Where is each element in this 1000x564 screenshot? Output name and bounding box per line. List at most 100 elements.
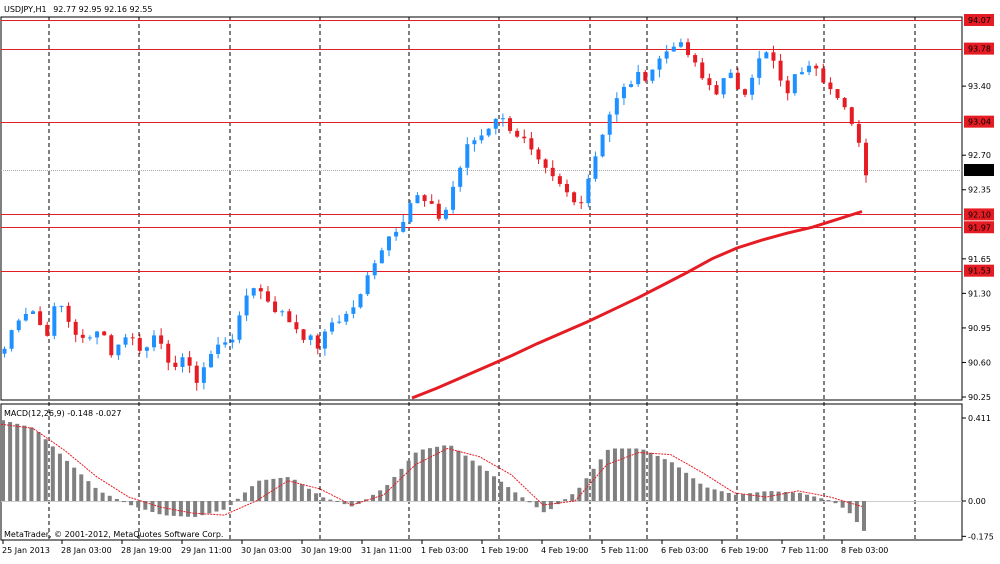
price-tick-label: 91.53 [968, 267, 991, 276]
candle-body [721, 78, 726, 95]
macd-histogram-bar [65, 460, 70, 501]
macd-histogram-bar [676, 467, 681, 501]
candle-body [315, 335, 320, 349]
copyright-text: MetaTrader, © 2001-2012, MetaQuotes Soft… [4, 530, 224, 539]
time-tick-label: 7 Feb 11:00 [781, 546, 828, 555]
candle-body [650, 69, 655, 81]
macd-histogram-bar [684, 472, 689, 501]
macd-signal-line [0, 423, 863, 516]
candle-body [856, 123, 861, 143]
price-tick-label: 92.10 [968, 210, 991, 219]
time-tick-label: 6 Feb 19:00 [721, 546, 768, 555]
candle-body [123, 337, 128, 345]
macd-histogram-bar [1, 420, 5, 501]
candle-body [9, 330, 14, 349]
macd-histogram-bar [812, 496, 817, 501]
macd-histogram-bar [385, 485, 390, 501]
macd-histogram-bar [470, 460, 475, 501]
macd-histogram-bar [826, 500, 831, 502]
candle-body [458, 167, 463, 187]
candle-body [714, 85, 719, 95]
candle-body [700, 62, 705, 79]
macd-histogram-bar [463, 455, 468, 501]
macd-histogram-bar [748, 493, 753, 501]
candle-body [294, 322, 299, 330]
macd-histogram-bar [733, 494, 738, 501]
candle-body [750, 77, 755, 95]
macd-histogram-bar [242, 492, 247, 501]
macd-histogram-bar [15, 423, 20, 501]
candle-body [671, 46, 676, 52]
price-tick-label: 91.65 [968, 255, 991, 264]
candle-body [351, 307, 356, 314]
macd-histogram-bar [833, 501, 838, 504]
time-tick-label: 25 Jan 2013 [2, 546, 50, 555]
level-price-tag [964, 115, 994, 128]
time-tick-label: 28 Jan 03:00 [61, 546, 112, 555]
moving-average-line [411, 210, 863, 400]
candle-body [785, 80, 790, 94]
candle-body [66, 305, 71, 322]
candle-body [187, 357, 192, 366]
candle-body [664, 51, 669, 59]
candle-body [287, 311, 292, 323]
macd-histogram-bar [107, 495, 112, 501]
candle-body [479, 135, 484, 141]
candle-body [693, 55, 698, 63]
candle-body [465, 144, 470, 168]
price-tick-label: 90.25 [968, 393, 991, 402]
macd-histogram-bar [121, 501, 126, 503]
candle-body [550, 167, 555, 177]
price-tick-label: 94.07 [968, 16, 991, 25]
candle-body [144, 347, 149, 351]
candle-body [621, 86, 626, 99]
macd-histogram-bar [641, 449, 646, 501]
candle-body [764, 52, 769, 59]
macd-histogram-bar [520, 497, 525, 501]
macd-histogram-bar [627, 448, 632, 501]
macd-histogram-bar [285, 477, 290, 501]
price-tick-label: 92.35 [968, 186, 991, 195]
macd-histogram-bar [605, 449, 610, 501]
macd-histogram-bar [363, 499, 368, 501]
macd-histogram-bar [143, 501, 148, 510]
candle-body [102, 331, 107, 336]
macd-histogram-bar [150, 501, 155, 512]
macd-histogram-bar [634, 448, 639, 501]
candle-body [251, 288, 256, 296]
candle-body [636, 71, 641, 85]
candle-body [16, 320, 21, 331]
candle-body [173, 362, 178, 367]
macd-histogram-bar [797, 492, 802, 501]
candle-body [493, 119, 498, 129]
candle-body [87, 337, 92, 339]
candle-body [273, 301, 278, 313]
candle-body [244, 295, 249, 316]
macd-histogram-bar [257, 480, 262, 501]
macd-histogram-bar [100, 492, 105, 501]
macd-histogram-bar [157, 501, 162, 515]
candle-body [778, 60, 783, 81]
macd-histogram-bar [499, 481, 504, 501]
candle-body [807, 65, 812, 73]
macd-histogram-bar [8, 422, 13, 501]
candle-body [508, 118, 513, 131]
candle-body [572, 192, 577, 203]
macd-histogram-bar [541, 501, 546, 513]
macd-histogram-bar [456, 450, 461, 501]
candle-body [757, 58, 762, 78]
candle-body [280, 311, 285, 313]
candle-body [30, 311, 35, 314]
price-tick-label: 93.78 [968, 45, 991, 54]
macd-histogram-bar [556, 501, 561, 505]
candle-body [73, 321, 78, 335]
macd-histogram-bar [43, 439, 48, 501]
macd-histogram-bar [57, 453, 62, 501]
time-tick-label: 5 Feb 11:00 [601, 546, 648, 555]
candle-body [842, 97, 847, 108]
candle-body [394, 231, 399, 237]
macd-histogram-bar [712, 489, 717, 501]
time-tick-label: 30 Jan 03:00 [241, 546, 292, 555]
